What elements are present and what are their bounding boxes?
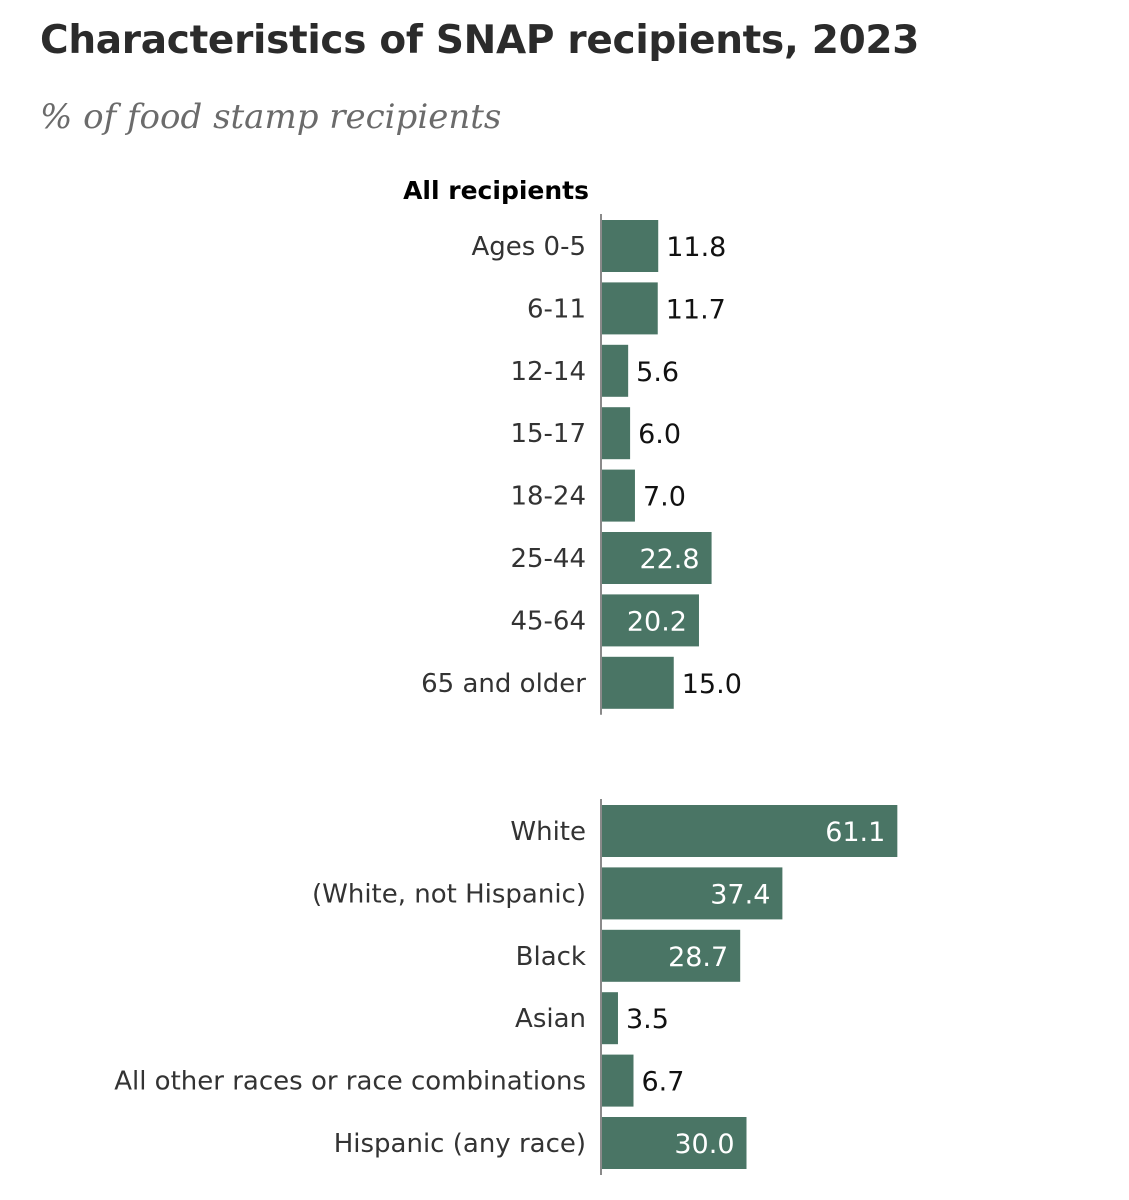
category-label: 6-11: [527, 294, 586, 324]
bar[interactable]: [601, 929, 741, 982]
data-label: 6.0: [638, 419, 681, 450]
bar[interactable]: [601, 992, 618, 1045]
data-label: 20.2: [627, 606, 687, 637]
category-label: 12-14: [510, 357, 586, 387]
category-label: White: [510, 817, 586, 847]
category-label: 18-24: [510, 482, 586, 512]
data-label: 22.8: [639, 544, 699, 575]
bar[interactable]: [601, 220, 659, 272]
bar[interactable]: [601, 469, 635, 522]
category-label: Hispanic (any race): [334, 1129, 586, 1159]
category-label: 45-64: [510, 606, 586, 636]
category-label: 65 and older: [421, 669, 586, 699]
data-label: 30.0: [674, 1129, 734, 1160]
bar[interactable]: [601, 656, 674, 709]
bar[interactable]: [601, 1054, 634, 1107]
bar[interactable]: [601, 1117, 747, 1169]
data-label: 7.0: [643, 482, 686, 513]
data-label: 28.7: [668, 942, 728, 973]
data-label: 37.4: [710, 879, 770, 910]
data-label: 15.0: [682, 669, 742, 700]
category-label: 15-17: [510, 419, 586, 449]
data-label: 11.8: [666, 232, 726, 263]
bar[interactable]: [601, 532, 712, 584]
data-label: 61.1: [825, 817, 885, 848]
bar[interactable]: [601, 407, 631, 460]
bar[interactable]: [601, 344, 629, 397]
data-label: 6.7: [641, 1067, 684, 1098]
data-label: 11.7: [666, 294, 726, 325]
category-label: Ages 0-5: [471, 232, 586, 262]
data-label: 5.6: [636, 357, 679, 388]
bar[interactable]: [601, 867, 783, 920]
chart-subtitle: % of food stamp recipients: [40, 97, 502, 137]
bar[interactable]: [601, 282, 658, 335]
group-label: All recipients: [403, 176, 589, 205]
category-label: 25-44: [510, 544, 586, 574]
category-label: (White, not Hispanic): [312, 879, 586, 909]
category-label: All other races or race combinations: [114, 1067, 586, 1097]
data-label: 3.5: [626, 1004, 669, 1035]
category-label: Asian: [515, 1004, 586, 1034]
bar[interactable]: [601, 805, 898, 857]
bar[interactable]: [601, 594, 699, 647]
chart-title: Characteristics of SNAP recipients, 2023: [40, 18, 920, 63]
category-label: Black: [516, 942, 586, 972]
